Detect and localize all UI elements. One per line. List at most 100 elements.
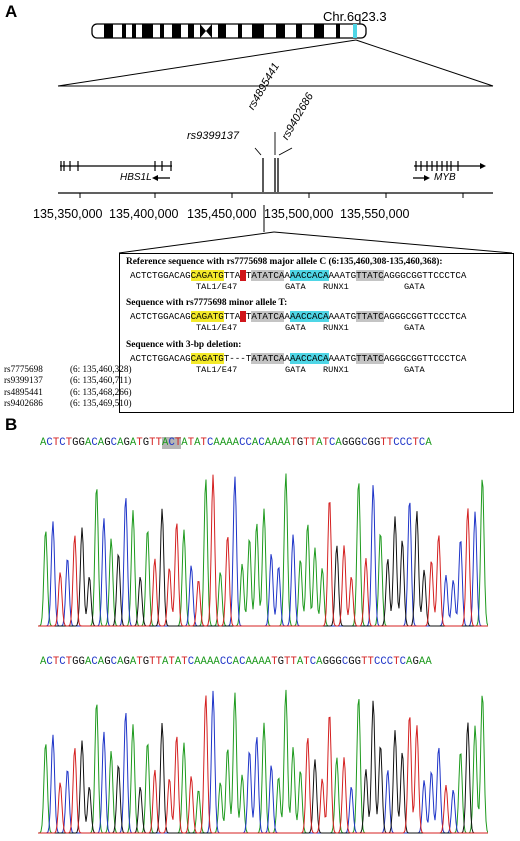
base-call: C (219, 656, 227, 668)
gene-label-myb: MYB (434, 172, 456, 183)
axis-tick-label: 135,350,000 (33, 207, 103, 221)
base-call: C (110, 437, 118, 449)
base-call: T (412, 437, 419, 449)
snp-row: rs9402686 (6: 135,469,510) (4, 398, 132, 409)
base-call: T (181, 656, 188, 668)
base-call: T (303, 656, 310, 668)
sequence-segment: T (245, 311, 252, 322)
base-call: C (110, 656, 118, 668)
panel-a-label: A (5, 2, 18, 21)
base-call: G (142, 656, 150, 668)
base-call: A (200, 656, 207, 668)
base-call: T (393, 656, 400, 668)
base-call: A (232, 437, 240, 449)
base-call: T (322, 437, 329, 449)
sequence-segment: AGGGCGGTTCCCTCA (383, 311, 467, 322)
sequence-segment: A (284, 311, 290, 322)
sequence-segment: CAGATG (190, 311, 224, 322)
sequence-segment: AGGGCGGTTCCCTCA (383, 353, 467, 364)
base-call: A (335, 437, 342, 449)
base-call: T (290, 656, 297, 668)
base-call: G (348, 437, 355, 449)
sequence-deletion: ACTCTGGACAGCAGATGT---TATATCAAAACCACAAAAT… (130, 353, 466, 364)
base-call: A (40, 656, 47, 668)
base-call: A (264, 656, 272, 668)
chromosome-ideogram (91, 23, 367, 39)
base-call: G (78, 437, 85, 449)
base-call: G (335, 656, 342, 668)
trace-channel-C (38, 690, 488, 834)
base-call: T (155, 437, 163, 449)
base-call: T (290, 437, 297, 449)
base-call: G (367, 437, 374, 449)
sequence-segment: TTA (223, 270, 241, 281)
sequence-segment: T (245, 270, 252, 281)
sequence-segment: ATATCA (251, 270, 285, 281)
motif-runx1: RUNX1 (323, 323, 349, 333)
base-call: G (296, 437, 304, 449)
base-call: C (46, 437, 53, 449)
axis-tick-label: 135,550,000 (340, 207, 410, 221)
base-call: C (309, 656, 317, 668)
sequence-segment: T---T (223, 353, 252, 364)
base-call: A (251, 656, 259, 668)
sequence-segment: AACCACA (289, 270, 329, 281)
base-call: C (406, 437, 413, 449)
trace-channel-T (38, 695, 488, 834)
base-call: C (206, 437, 214, 449)
gene-myb (413, 161, 486, 181)
base-call: T (155, 656, 163, 668)
snp-markers (254, 132, 293, 192)
base-call: A (425, 656, 432, 668)
sequence-segment: ACTCTGGACAG (130, 270, 191, 281)
base-call: A (226, 437, 233, 449)
base-call: A (258, 656, 265, 668)
base-call: T (168, 656, 175, 668)
snp-pos: (6: 135,469,510) (70, 398, 132, 409)
base-call: A (84, 437, 92, 449)
base-call: C (245, 437, 252, 449)
gene-label-hbs1l: HBS1L (120, 172, 152, 183)
motif-tal1: TAL1/E47 (196, 282, 238, 292)
base-call: T (367, 656, 374, 668)
base-call: T (303, 437, 310, 449)
base-call: C (361, 437, 368, 449)
base-call: T (136, 437, 143, 449)
base-call: A (84, 656, 92, 668)
sequence-segment: AAATG (328, 311, 357, 322)
sequence-box: Reference sequence with rs7775698 major … (119, 253, 514, 413)
sequence-segment: TTATC (356, 270, 384, 281)
base-call: A (117, 437, 124, 449)
base-call: A (194, 656, 201, 668)
base-call: C (399, 656, 407, 668)
motif-runx1: RUNX1 (323, 365, 349, 375)
base-call: T (136, 656, 143, 668)
base-call: A (129, 656, 137, 668)
base-call: A (316, 656, 323, 668)
base-call: T (271, 656, 278, 668)
base-call: G (123, 656, 130, 668)
base-call: A (117, 656, 124, 668)
sequence-segment: ATATCA (251, 353, 285, 364)
base-call: A (418, 656, 426, 668)
base-call: C (239, 437, 246, 449)
base-call: T (52, 437, 60, 449)
base-call: T (52, 656, 60, 668)
base-call: A (97, 437, 105, 449)
snp-pos: (6: 135,468,266) (70, 386, 132, 397)
base-call: G (341, 437, 349, 449)
motif-tal1: TAL1/E47 (196, 365, 238, 375)
base-call: G (354, 656, 362, 668)
sequence-segment: CAGATG (190, 353, 224, 364)
sequence-segment: ACTCTGGACAG (130, 311, 191, 322)
sequence-segment: CAGATG (190, 270, 224, 281)
base-call: G (373, 437, 381, 449)
base-call: T (187, 437, 195, 449)
base-call: C (59, 437, 66, 449)
chromatogram-2 (38, 689, 488, 834)
base-call: G (123, 437, 130, 449)
sequence-segment: AACCACA (289, 311, 329, 322)
sequence-segment: AACCACA (289, 353, 329, 364)
base-call: A (245, 656, 252, 668)
panel-a-diagram (57, 23, 513, 254)
